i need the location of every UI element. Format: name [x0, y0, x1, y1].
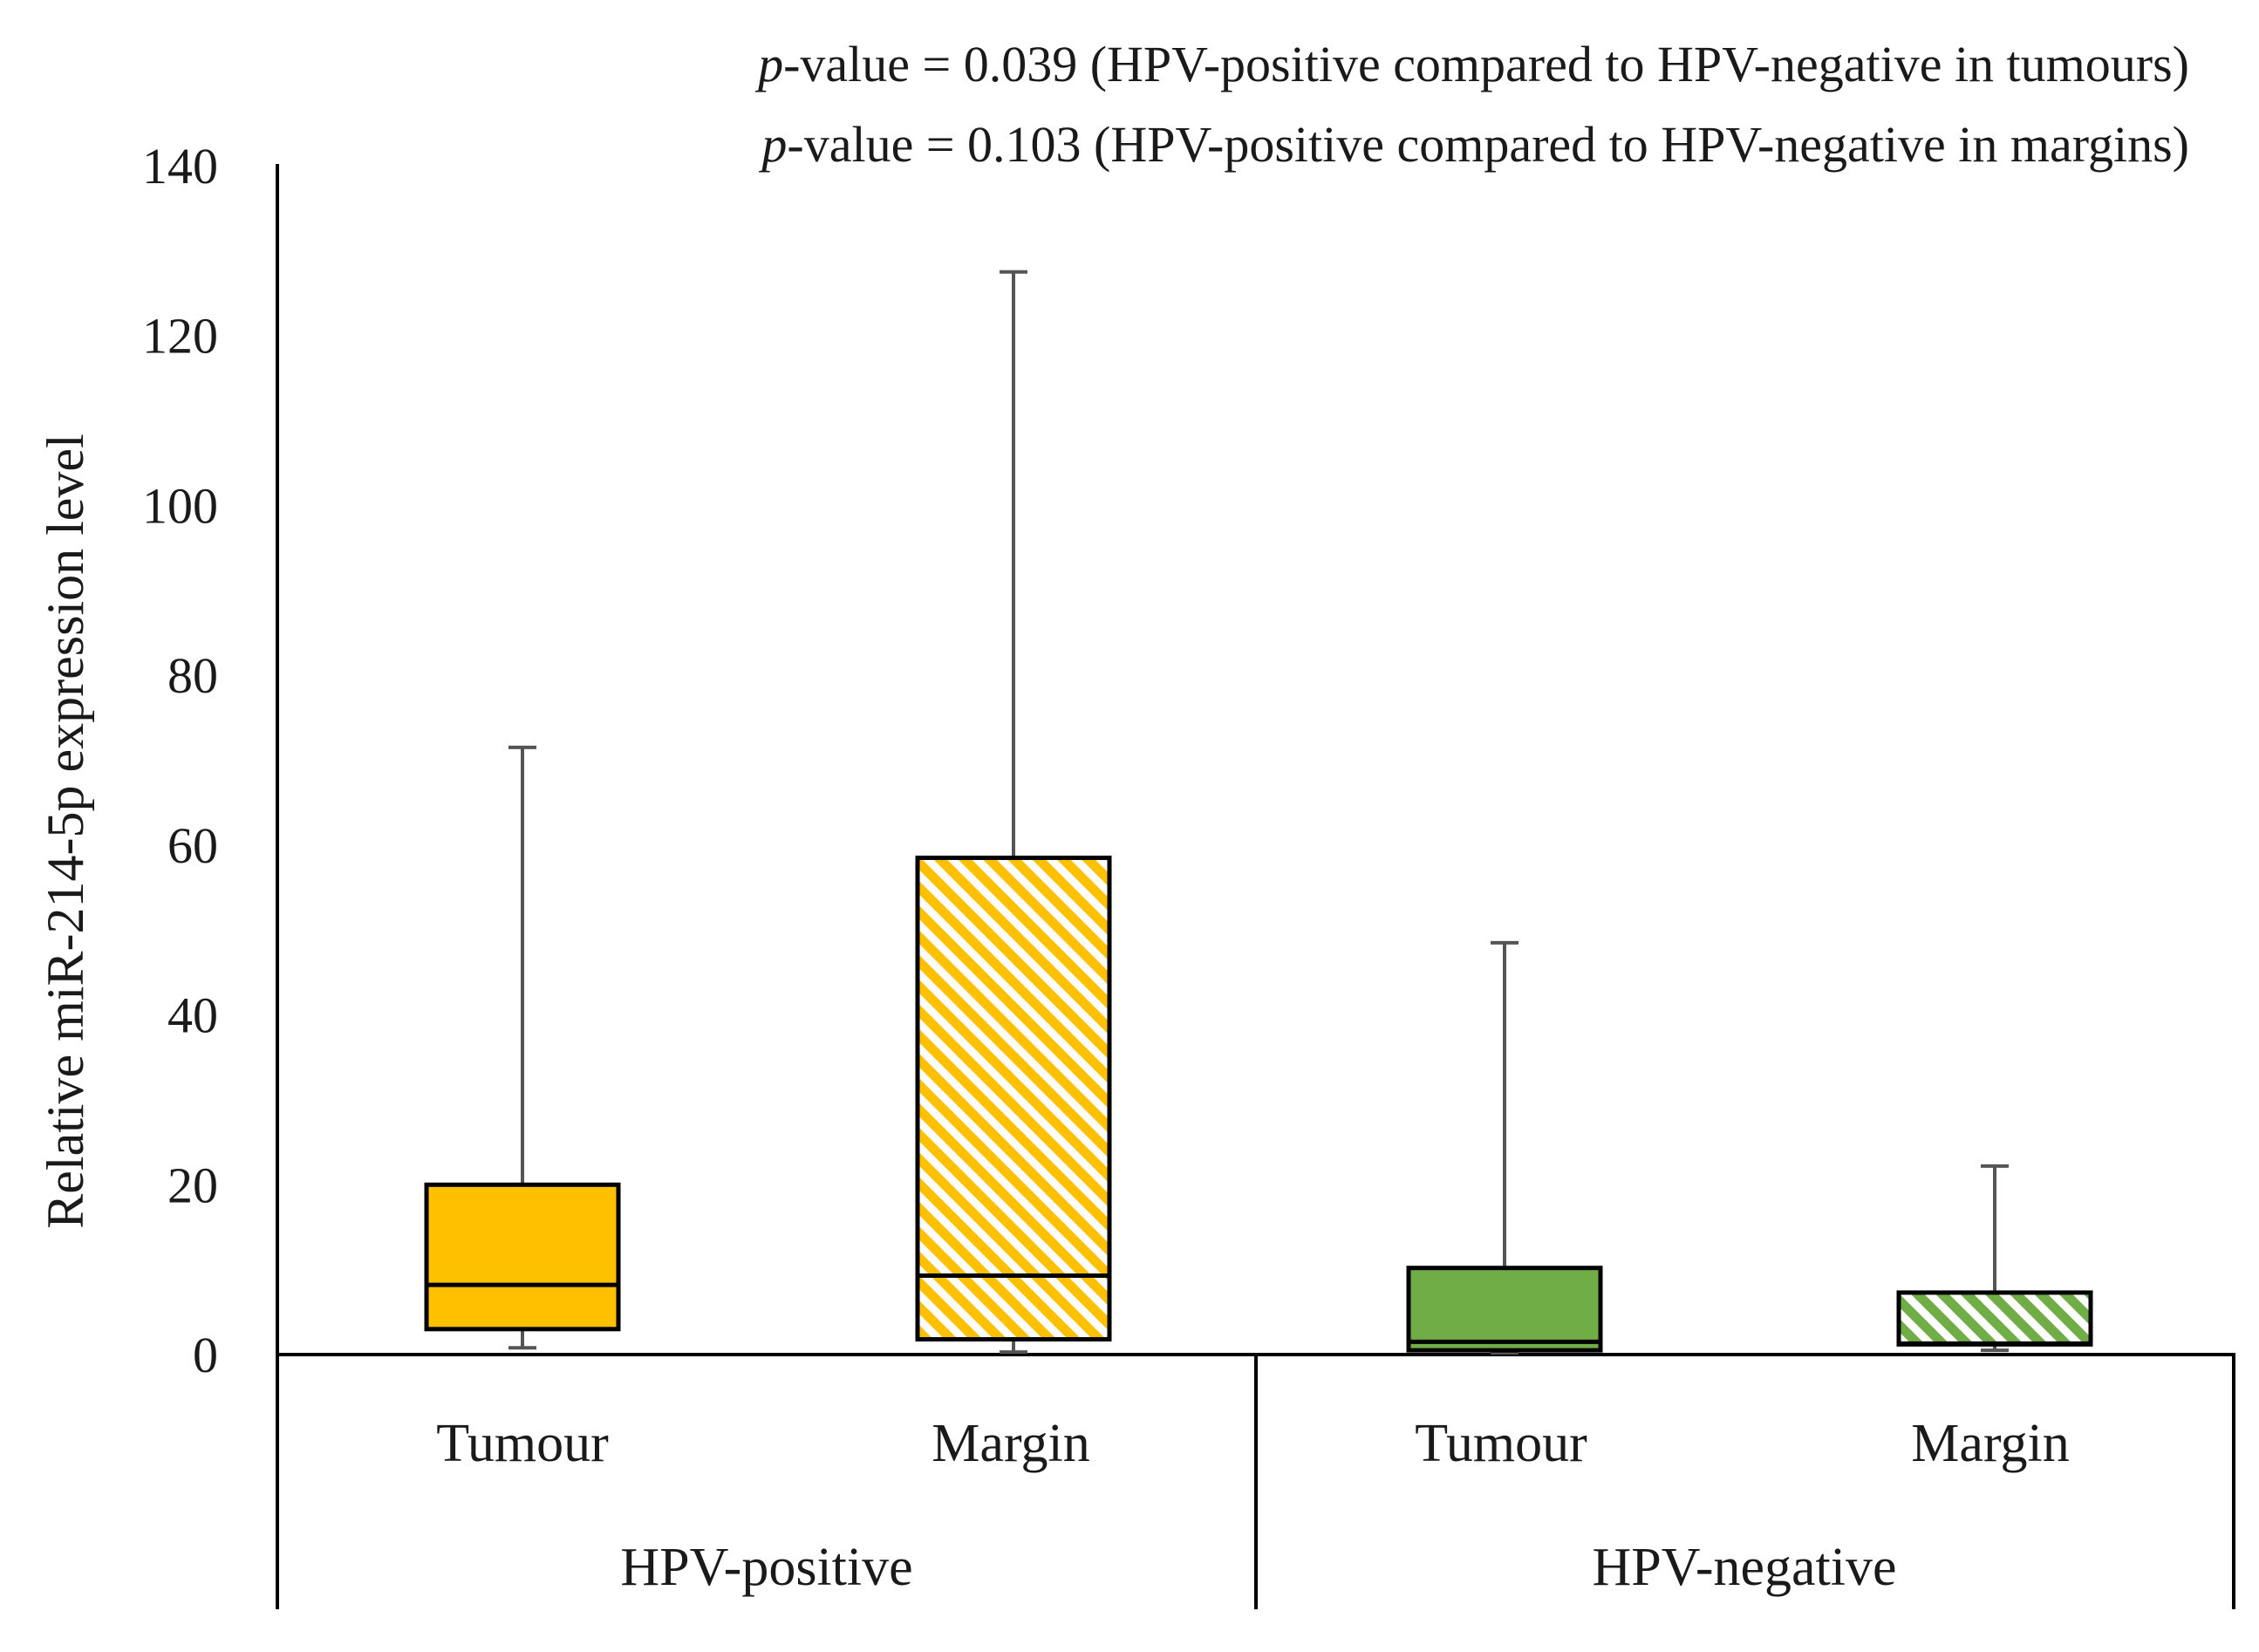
category-label-hpv-negative-margin: Margin	[1911, 1414, 2069, 1473]
category-label-hpv-positive-margin: Margin	[932, 1414, 1089, 1473]
box-hpv-negative-margin	[1896, 1164, 2093, 1353]
group-label-hpv-negative: HPV-negative	[1593, 1538, 1897, 1597]
y-tick-labels: 0 20 40 60 80 100 120 140	[142, 138, 218, 1383]
y-tick-label-40: 40	[167, 987, 218, 1044]
y-tick-label-140: 140	[142, 138, 218, 195]
category-label-hpv-positive-tumour: Tumour	[436, 1414, 609, 1473]
y-tick-label-0: 0	[193, 1327, 218, 1383]
boxes-layer	[424, 270, 2093, 1355]
annotation-p-value-margins: p-value = 0.103 (HPV-positive compared t…	[758, 116, 2189, 173]
box-iqr	[424, 1182, 621, 1332]
box-iqr	[1406, 1266, 1603, 1353]
y-tick-label-60: 60	[167, 817, 218, 874]
box-hpv-positive-margin	[915, 270, 1112, 1355]
y-tick-label-120: 120	[142, 308, 218, 365]
box-iqr	[915, 855, 1112, 1341]
box-hpv-positive-tumour	[424, 745, 621, 1350]
y-tick-label-20: 20	[167, 1157, 218, 1213]
group-label-hpv-positive: HPV-positive	[620, 1538, 912, 1597]
y-axis-title: Relative miR-214-5p expression level	[37, 433, 94, 1228]
y-tick-label-100: 100	[142, 477, 218, 534]
box-hpv-negative-tumour	[1406, 940, 1603, 1355]
category-label-hpv-negative-tumour: Tumour	[1415, 1414, 1587, 1473]
y-tick-label-80: 80	[167, 647, 218, 704]
annotation-p-value-tumours: p-value = 0.039 (HPV-positive compared t…	[754, 36, 2189, 92]
box-iqr	[1896, 1290, 2093, 1347]
